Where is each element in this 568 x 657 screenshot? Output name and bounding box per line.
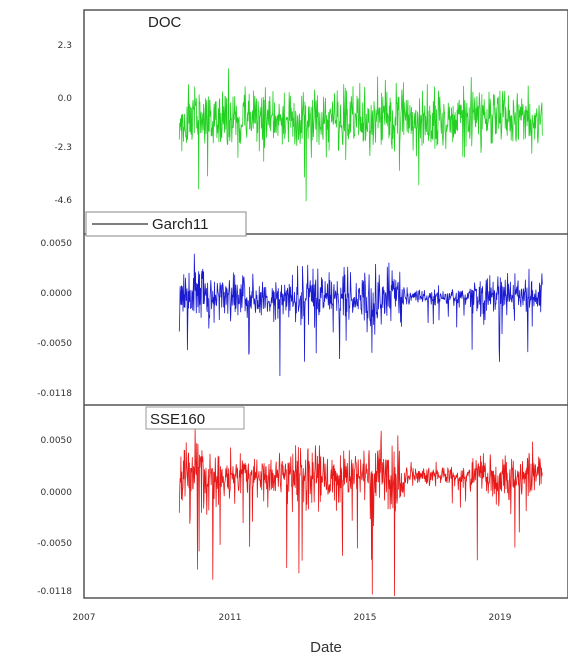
legend-sse160-box [145, 406, 245, 430]
plot-frame [83, 9, 568, 599]
xtick-3: 2015 [354, 613, 377, 623]
x-axis: 2007 2011 2015 2019 Date [73, 613, 512, 656]
x-axis-label: Date [310, 639, 342, 656]
ytick-garch11-3: -0.0050 [37, 339, 72, 349]
ytick-garch11-4: -0.0118 [37, 389, 72, 399]
legend-garch11-label: Garch11 [152, 216, 208, 233]
ytick-garch11-2: 0.0000 [41, 289, 73, 299]
ytick-doc-2: 0.0 [58, 94, 73, 104]
ytick-doc-4: -4.6 [54, 196, 72, 206]
panel-doc: DOC 2.3 0.0 -2.3 -4.6 [54, 14, 543, 206]
xtick-2: 2011 [219, 613, 242, 623]
series-sse160-line [178, 426, 543, 597]
ytick-garch11-1: 0.0050 [41, 239, 73, 249]
ytick-doc-3: -2.3 [54, 143, 72, 153]
panel-sse160: SSE160 0.0050 0.0000 -0.0050 -0.0118 [37, 406, 543, 597]
panel-doc-title: DOC [148, 14, 182, 31]
series-doc-line [178, 68, 543, 202]
ytick-sse160-1: 0.0050 [41, 436, 73, 446]
ytick-sse160-2: 0.0000 [41, 488, 73, 498]
legend-sse160-label: SSE160 [150, 411, 205, 428]
xtick-4: 2019 [489, 613, 512, 623]
ytick-sse160-4: -0.0118 [37, 587, 72, 597]
panel-garch11: Garch11 0.0050 0.0000 -0.0050 -0.0118 [37, 211, 543, 399]
series-garch11-line [178, 253, 543, 377]
ytick-doc-1: 2.3 [58, 41, 72, 51]
xtick-1: 2007 [73, 613, 96, 623]
ytick-sse160-3: -0.0050 [37, 539, 72, 549]
